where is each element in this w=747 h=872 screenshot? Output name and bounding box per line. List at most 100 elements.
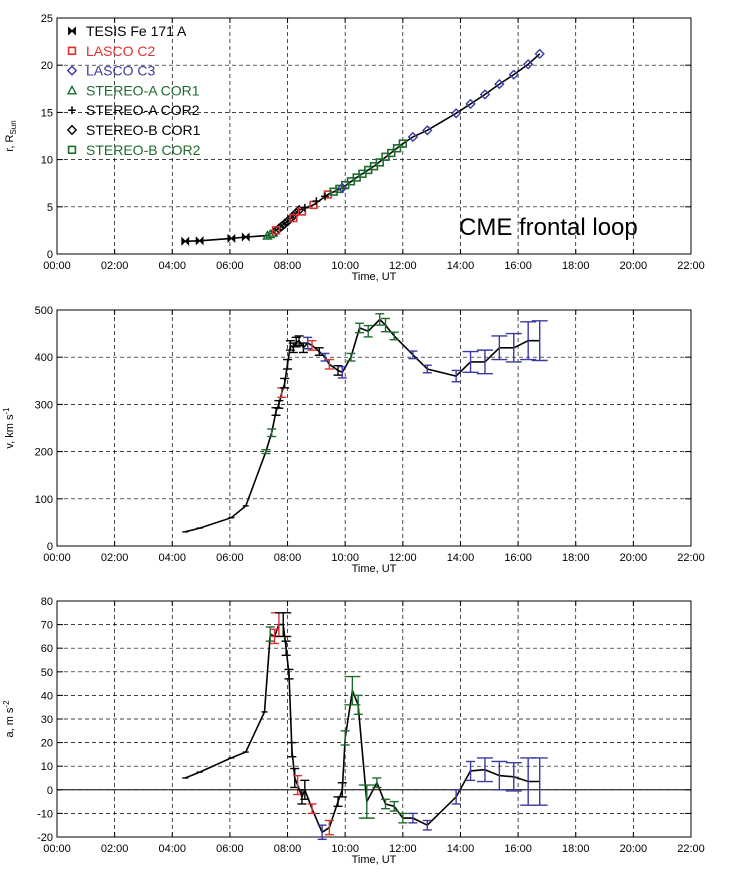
error-bar xyxy=(287,741,297,758)
legend-marker xyxy=(67,46,77,56)
y-tick-label: 0 xyxy=(47,249,53,261)
y-axis-label-superscript: -2 xyxy=(2,700,11,708)
error-bar xyxy=(307,339,317,351)
error-bar xyxy=(358,784,375,819)
x-tick-label: 20:00 xyxy=(620,552,648,564)
data-point xyxy=(227,233,236,244)
error-bar xyxy=(275,612,292,638)
error-bar xyxy=(274,399,284,409)
acceleration-panel: 00:00 02:00 04:00 06:00 08:00 10:00 12:00 14:00… xyxy=(2,596,705,866)
data-point xyxy=(195,236,204,246)
x-tick-label: 04:00 xyxy=(159,843,187,855)
error-bar xyxy=(317,824,327,841)
error-bar xyxy=(298,342,308,354)
error-bar xyxy=(284,668,294,680)
data-point xyxy=(398,139,408,148)
x-tick-label: 12:00 xyxy=(389,843,417,855)
data-point xyxy=(289,213,298,223)
error-bar xyxy=(337,365,347,379)
y-axis-label: a, m s-2 xyxy=(2,700,16,738)
error-bar xyxy=(267,428,277,438)
x-tick-label: 08:00 xyxy=(274,843,302,855)
x-tick-label: 08:00 xyxy=(274,552,302,564)
data-point xyxy=(271,226,281,235)
error-bar xyxy=(505,332,522,363)
error-bar xyxy=(375,313,385,326)
error-bar xyxy=(281,640,291,656)
error-bar xyxy=(283,358,293,370)
x-tick-label: 12:00 xyxy=(389,260,417,272)
x-tick-label: 06:00 xyxy=(216,843,244,855)
y-tick-label: 0 xyxy=(47,785,53,797)
data-point xyxy=(392,144,402,153)
error-bar xyxy=(277,387,287,399)
y-axis-label-subscript: Sun xyxy=(9,120,18,134)
x-tick-label: 18:00 xyxy=(562,260,590,272)
legend-marker xyxy=(66,84,78,95)
data-point xyxy=(522,59,534,70)
error-bar xyxy=(531,320,548,362)
error-bar xyxy=(337,782,347,798)
y-tick-label: 10 xyxy=(41,155,53,167)
distance-curve xyxy=(185,53,541,243)
x-tick-label: 16:00 xyxy=(504,552,532,564)
plot-frame xyxy=(56,17,692,255)
distance-panel: 00:00 02:00 04:00 06:00 08:00 10:00 12:00 14:00… xyxy=(4,13,705,283)
legend-marker xyxy=(66,124,78,136)
legend-marker xyxy=(67,145,77,154)
error-bar xyxy=(531,757,548,806)
data-point xyxy=(375,158,384,167)
x-axis-label: Time, UT xyxy=(352,854,397,866)
x-tick-label: 10:00 xyxy=(331,552,359,564)
data-point xyxy=(508,69,519,80)
y-tick-label: 200 xyxy=(35,447,53,459)
y-tick-label: -10 xyxy=(37,808,53,820)
x-tick-label: 08:00 xyxy=(274,260,302,272)
error-bar xyxy=(389,800,399,812)
y-tick-label: 500 xyxy=(35,305,53,317)
legend-entry: STEREO-A COR1 xyxy=(86,82,200,98)
error-bar xyxy=(314,347,324,357)
legend-entry: TESIS Fe 171 A xyxy=(86,23,187,39)
y-tick-label: 50 xyxy=(41,667,53,679)
error-bar xyxy=(261,449,271,455)
error-bar xyxy=(451,789,461,805)
error-bar xyxy=(372,777,382,789)
data-curve xyxy=(184,623,540,834)
data-point xyxy=(407,131,419,143)
error-bar xyxy=(408,350,418,360)
error-bar xyxy=(340,730,350,746)
data-point xyxy=(337,182,348,194)
x-tick-label: 20:00 xyxy=(620,260,648,272)
error-bar xyxy=(451,369,461,383)
y-tick-label: 40 xyxy=(41,690,53,702)
y-tick-label: 25 xyxy=(41,13,53,25)
x-tick-label: 00:00 xyxy=(43,552,71,564)
data-point xyxy=(321,192,329,201)
data-point xyxy=(267,227,279,237)
x-tick-label: 22:00 xyxy=(677,260,705,272)
x-axis-label: Time, UT xyxy=(352,563,397,575)
error-bar xyxy=(466,760,476,782)
y-tick-label: 15 xyxy=(41,107,53,119)
error-bar xyxy=(422,364,432,374)
x-tick-label: 16:00 xyxy=(504,843,532,855)
y-tick-label: 20 xyxy=(41,738,53,750)
y-tick-label: 30 xyxy=(41,714,53,726)
error-bar xyxy=(307,803,317,815)
error-bar xyxy=(520,321,537,361)
data-point xyxy=(479,89,491,100)
y-tick-label: 300 xyxy=(35,399,53,411)
error-bar xyxy=(280,377,290,389)
error-bar xyxy=(324,819,334,836)
y-tick-label: 10 xyxy=(41,761,53,773)
error-bar xyxy=(293,774,303,796)
legend-marker xyxy=(68,106,76,115)
data-point xyxy=(300,203,309,212)
legend-marker xyxy=(68,26,76,36)
x-tick-label: 04:00 xyxy=(159,260,187,272)
chart-annotation: CME frontal loop xyxy=(459,214,638,241)
x-tick-label: 12:00 xyxy=(389,552,417,564)
x-tick-label: 14:00 xyxy=(447,843,475,855)
